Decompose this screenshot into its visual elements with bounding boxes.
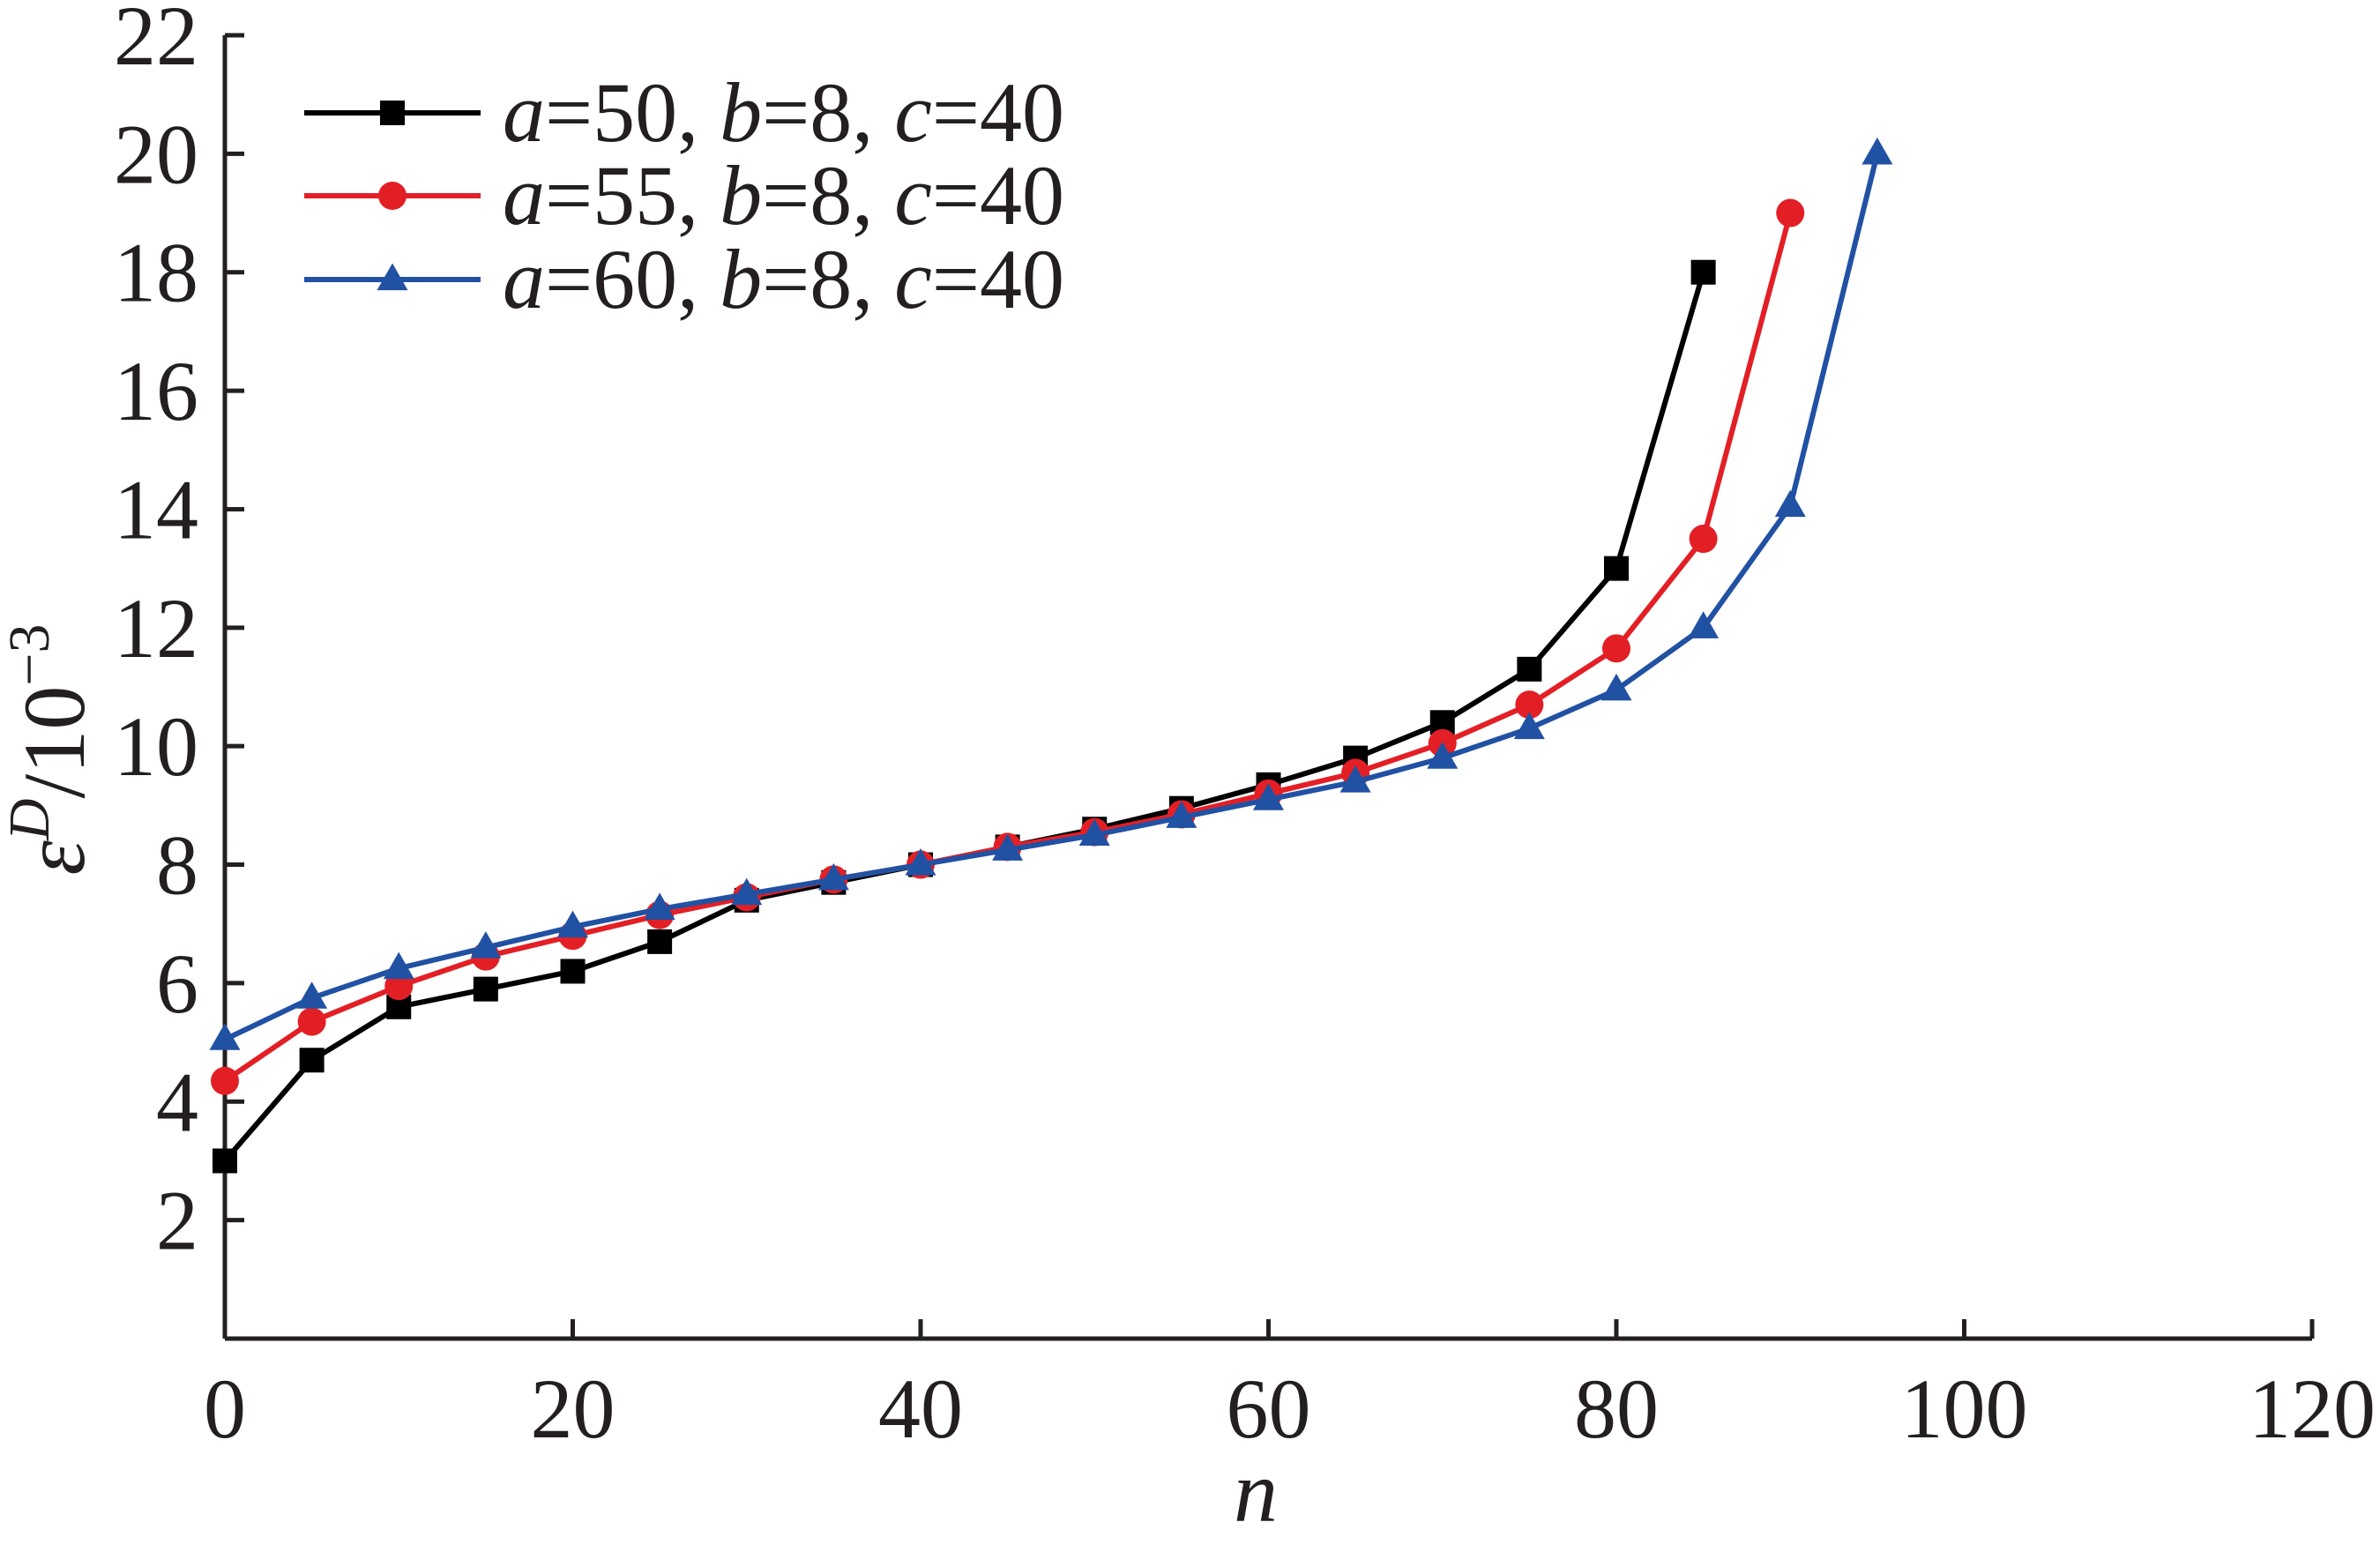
data-point: [209, 1023, 241, 1050]
data-point: [383, 951, 414, 980]
x-tick-label: 80: [1574, 1362, 1659, 1456]
data-point: [557, 910, 588, 938]
data-point: [211, 1066, 239, 1095]
legend-item-2: a=55, b=8, c=40: [304, 148, 1064, 242]
series-2: [211, 198, 1805, 1095]
legend-marker: [380, 101, 405, 125]
data-point: [1078, 818, 1110, 847]
series-1: [213, 259, 1716, 1174]
data-point: [817, 862, 849, 891]
data-point: [1774, 489, 1806, 518]
data-point: [1776, 198, 1805, 228]
data-point: [1688, 611, 1720, 638]
data-point: [213, 1148, 237, 1174]
data-point: [647, 929, 673, 954]
legend-item-3: a=60, b=8, c=40: [304, 232, 1064, 326]
x-tick-label: 120: [2249, 1362, 2376, 1456]
data-point: [297, 1007, 326, 1036]
x-tick-label: 60: [1227, 1362, 1311, 1456]
legend-label: a=55, b=8, c=40: [503, 148, 1064, 242]
data-point: [905, 848, 936, 876]
y-axis-unit-exponent: −3: [0, 623, 62, 685]
y-tick-label: 8: [156, 818, 198, 913]
data-point: [1253, 783, 1284, 810]
x-tick-label: 20: [531, 1362, 616, 1456]
y-tick-label: 10: [114, 699, 198, 794]
x-tick-label: 40: [878, 1362, 963, 1456]
y-axis-title: εD/10−3: [0, 623, 103, 875]
y-axis-superscript: D: [0, 798, 62, 841]
data-point: [1166, 801, 1197, 828]
series-line: [223, 212, 1794, 1084]
legend-marker: [377, 263, 408, 291]
data-point: [644, 892, 675, 921]
data-point: [1515, 690, 1544, 720]
y-tick-label: 4: [156, 1055, 198, 1149]
axes: 0 20 40 60 80 100 120 2 4 6 8 10 12 14 16 18 20 22: [114, 0, 2376, 1456]
y-tick-label: 22: [114, 0, 198, 83]
y-tick-label: 12: [114, 581, 198, 675]
y-axis-unit: /10: [5, 686, 103, 799]
series-layer: [209, 137, 1893, 1174]
series-line: [223, 153, 1880, 1042]
legend-marker: [378, 182, 407, 210]
data-point: [384, 972, 414, 1001]
series-line: [222, 271, 1706, 1163]
legend-label: a=60, b=8, c=40: [503, 232, 1064, 326]
data-point: [296, 981, 328, 1009]
y-tick-label: 20: [114, 107, 198, 201]
data-point: [1600, 673, 1632, 701]
x-tick-label: 0: [204, 1362, 246, 1456]
data-point: [473, 976, 498, 1002]
x-tick-label: 100: [1901, 1362, 2028, 1456]
x-axis-title: n: [1234, 1443, 1278, 1541]
data-point: [992, 833, 1024, 861]
legend-item-1: a=50, b=8, c=40: [304, 65, 1064, 160]
y-tick-label: 2: [156, 1174, 198, 1268]
data-point: [1690, 259, 1716, 285]
data-point: [560, 959, 586, 984]
data-point: [1427, 742, 1459, 769]
y-tick-label: 16: [114, 344, 198, 438]
data-point: [1513, 712, 1545, 740]
data-point: [731, 877, 763, 906]
legend-label: a=50, b=8, c=40: [503, 65, 1064, 160]
data-point: [1517, 656, 1542, 682]
data-point: [1861, 137, 1893, 165]
data-point: [1689, 525, 1718, 554]
y-axis-symbol: ε: [5, 840, 103, 876]
series-3: [209, 137, 1893, 1050]
y-tick-label: 18: [114, 226, 198, 320]
data-point: [470, 931, 502, 959]
data-point: [1339, 765, 1371, 793]
y-tick-label: 6: [156, 936, 198, 1031]
data-point: [1602, 634, 1630, 663]
y-tick-label: 14: [114, 462, 198, 556]
data-point: [299, 1048, 325, 1073]
data-point: [1604, 556, 1629, 581]
legend: a=50, b=8, c=40a=55, b=8, c=40a=60, b=8,…: [304, 65, 1064, 326]
